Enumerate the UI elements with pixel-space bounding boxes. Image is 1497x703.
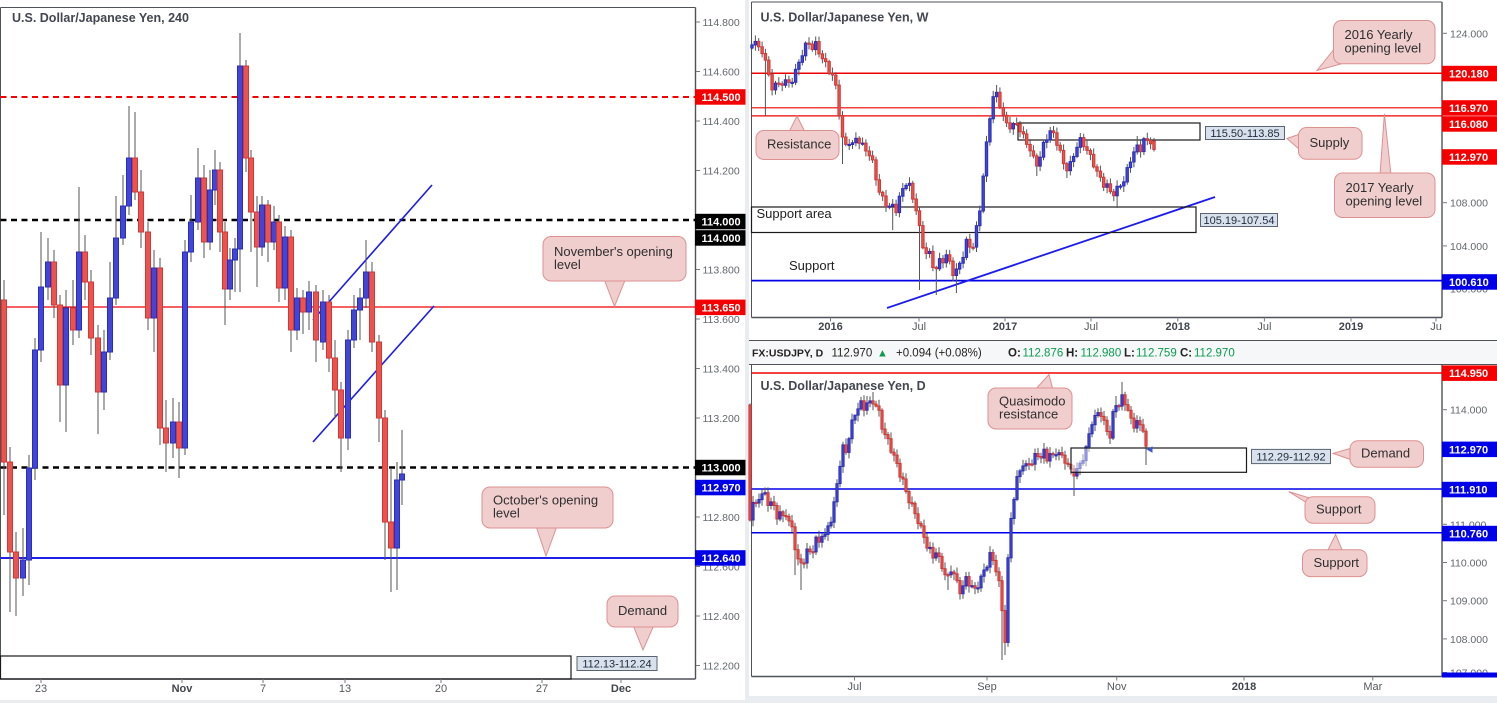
svg-text:2018: 2018	[1232, 681, 1256, 693]
svg-text:U.S. Dollar/Japanese Yen, W: U.S. Dollar/Japanese Yen, W	[761, 11, 929, 25]
svg-text:113.650: 113.650	[702, 302, 741, 314]
svg-text:113.000: 113.000	[702, 463, 741, 475]
svg-text:FX:USDJPY, D: FX:USDJPY, D	[752, 348, 824, 360]
svg-text:2017 Yearly: 2017 Yearly	[1346, 180, 1414, 195]
svg-text:115.50-113.85: 115.50-113.85	[1210, 128, 1279, 140]
svg-text:113.600: 113.600	[703, 314, 740, 326]
svg-text:112.29-112.92: 112.29-112.92	[1256, 452, 1325, 464]
svg-text:Ju: Ju	[1430, 321, 1442, 333]
svg-text:O:: O:	[1008, 348, 1021, 360]
svg-text:114.950: 114.950	[1449, 368, 1488, 380]
svg-text:level: level	[554, 257, 581, 272]
svg-text:H:: H:	[1066, 348, 1078, 360]
svg-text:110.000: 110.000	[1450, 558, 1487, 570]
svg-text:2017: 2017	[993, 321, 1017, 333]
svg-text:114.000: 114.000	[702, 217, 741, 229]
svg-text:U.S. Dollar/Japanese Yen, D: U.S. Dollar/Japanese Yen, D	[761, 379, 926, 393]
svg-text:23: 23	[35, 683, 47, 695]
svg-text:Support: Support	[789, 258, 835, 273]
svg-text:112.970: 112.970	[832, 348, 873, 360]
svg-text:112.970: 112.970	[1449, 444, 1488, 456]
svg-text:110.760: 110.760	[1449, 529, 1488, 541]
svg-text:Jul: Jul	[1084, 321, 1098, 333]
svg-text:112.980: 112.980	[1081, 348, 1122, 360]
svg-text:C:: C:	[1180, 348, 1192, 360]
svg-text:Demand: Demand	[618, 603, 667, 618]
svg-text:Quasimodo: Quasimodo	[999, 394, 1065, 409]
svg-text:Supply: Supply	[1310, 135, 1350, 150]
svg-text:108.000: 108.000	[1450, 198, 1488, 210]
svg-text:Demand: Demand	[1361, 446, 1410, 461]
svg-text:114.400: 114.400	[703, 116, 740, 128]
svg-text:114.000: 114.000	[702, 233, 741, 245]
svg-text:level: level	[493, 506, 520, 521]
svg-text:113.200: 113.200	[703, 413, 740, 425]
svg-text:114.500: 114.500	[702, 92, 741, 104]
svg-text:114.600: 114.600	[703, 67, 740, 79]
svg-text:Support: Support	[1316, 502, 1362, 517]
svg-text:113.400: 113.400	[703, 364, 740, 376]
svg-text:2018: 2018	[1166, 321, 1190, 333]
svg-text:112.970: 112.970	[1194, 348, 1235, 360]
svg-text:113.800: 113.800	[703, 265, 740, 277]
svg-text:2019: 2019	[1339, 321, 1363, 333]
svg-text:opening level: opening level	[1346, 193, 1423, 208]
svg-text:105.19-107.54: 105.19-107.54	[1204, 215, 1275, 227]
svg-text:November's opening: November's opening	[554, 244, 673, 259]
svg-text:108.000: 108.000	[1450, 634, 1488, 646]
svg-text:109.000: 109.000	[1450, 596, 1488, 608]
svg-text:opening level: opening level	[1345, 40, 1422, 55]
svg-text:27: 27	[536, 683, 548, 695]
svg-text:Nov: Nov	[1107, 681, 1127, 693]
svg-text:112.970: 112.970	[1449, 152, 1488, 164]
svg-text:Jul: Jul	[912, 321, 926, 333]
svg-text:104.000: 104.000	[1450, 241, 1488, 253]
svg-text:Jul: Jul	[847, 681, 861, 693]
svg-text:L:: L:	[1124, 348, 1135, 360]
svg-text:100.610: 100.610	[1449, 277, 1489, 289]
svg-text:120.180: 120.180	[1449, 69, 1489, 81]
svg-text:Dec: Dec	[611, 683, 631, 695]
svg-text:114.200: 114.200	[703, 166, 740, 178]
svg-text:112.876: 112.876	[1023, 348, 1064, 360]
svg-text:Support area: Support area	[757, 206, 833, 221]
svg-text:▲: ▲	[877, 348, 888, 360]
svg-text:112.970: 112.970	[702, 483, 741, 495]
svg-text:114.000: 114.000	[1450, 405, 1487, 417]
svg-text:2016: 2016	[818, 321, 842, 333]
svg-text:7: 7	[260, 683, 266, 695]
svg-text:Support: Support	[1314, 555, 1360, 570]
svg-text:112.13-112.24: 112.13-112.24	[582, 659, 651, 671]
svg-text:2016 Yearly: 2016 Yearly	[1345, 27, 1413, 42]
svg-text:112.800: 112.800	[703, 512, 740, 524]
svg-text:112.640: 112.640	[702, 553, 741, 565]
svg-text:Nov: Nov	[172, 683, 194, 695]
svg-text:116.080: 116.080	[1449, 119, 1488, 131]
svg-text:112.759: 112.759	[1136, 348, 1177, 360]
svg-text:Mar: Mar	[1363, 681, 1382, 693]
svg-text:112.200: 112.200	[703, 661, 740, 673]
svg-text:13: 13	[339, 683, 351, 695]
svg-text:U.S. Dollar/Japanese Yen, 240: U.S. Dollar/Japanese Yen, 240	[12, 11, 189, 25]
svg-text:Sep: Sep	[977, 681, 997, 693]
svg-text:20: 20	[435, 683, 447, 695]
svg-text:October's opening: October's opening	[493, 493, 598, 508]
svg-text:111.910: 111.910	[1449, 485, 1488, 497]
svg-text:112.400: 112.400	[703, 611, 740, 623]
svg-text:resistance: resistance	[999, 407, 1058, 422]
svg-text:116.970: 116.970	[1449, 103, 1488, 115]
svg-text:124.000: 124.000	[1450, 28, 1488, 40]
svg-text:114.800: 114.800	[703, 17, 740, 29]
svg-text:Jul: Jul	[1257, 321, 1271, 333]
svg-text:+0.094 (+0.08%): +0.094 (+0.08%)	[896, 348, 982, 360]
svg-text:Resistance: Resistance	[767, 137, 831, 152]
